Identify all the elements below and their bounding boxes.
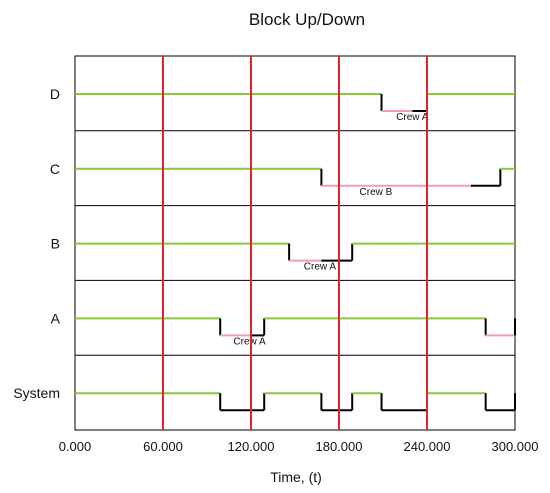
crew-label: Crew A xyxy=(233,336,266,347)
row-label-d: D xyxy=(50,86,60,102)
row-label-b: B xyxy=(51,236,60,252)
row-label-a: A xyxy=(51,310,61,326)
row-system: System xyxy=(13,385,516,412)
x-axis-label: Time, (t) xyxy=(270,469,322,485)
x-tick-label: 60.000 xyxy=(143,439,183,454)
x-tick-label: 0.000 xyxy=(59,439,92,454)
x-tick-label: 300.000 xyxy=(492,439,539,454)
x-tick-label: 180.000 xyxy=(316,439,363,454)
x-tick-label: 120.000 xyxy=(228,439,275,454)
chart-title: Block Up/Down xyxy=(249,10,365,29)
row-a: A Crew A xyxy=(51,310,516,347)
row-d: D Crew A xyxy=(50,86,515,123)
x-tick-label: 240.000 xyxy=(404,439,451,454)
crew-label: Crew A xyxy=(304,262,337,273)
crew-label: Crew B xyxy=(360,187,393,198)
row-c: C Crew B xyxy=(50,161,515,198)
row-b: B Crew A xyxy=(51,236,515,273)
row-label-system: System xyxy=(13,385,60,401)
row-label-c: C xyxy=(50,161,60,177)
crew-label: Crew A xyxy=(396,112,429,123)
plot-area: D Crew A C Crew B B Crew A A Crew A System 0.000 6… xyxy=(13,55,539,454)
